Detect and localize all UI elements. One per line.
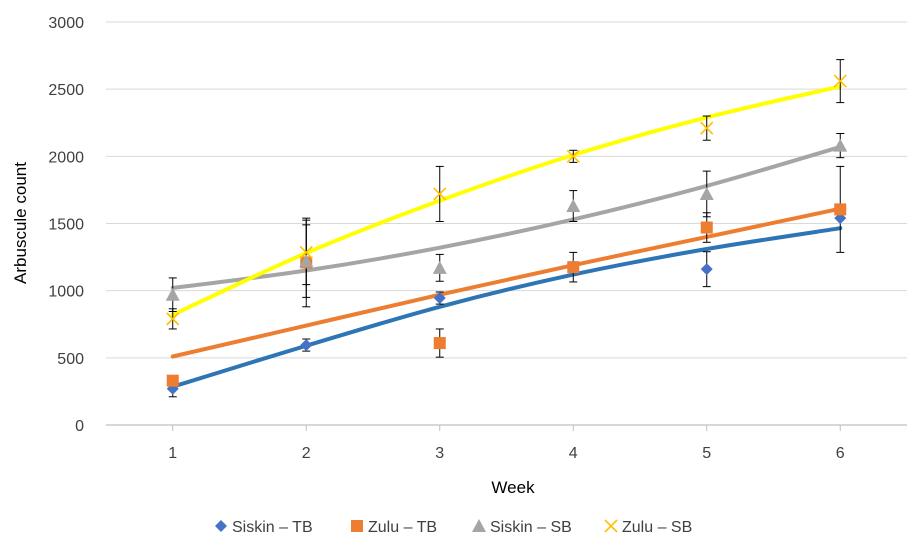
point-diamond bbox=[300, 339, 313, 352]
point-triangle bbox=[299, 254, 314, 268]
point-triangle bbox=[833, 138, 848, 152]
legend-marker-square bbox=[351, 520, 363, 532]
trendline-2 bbox=[170, 144, 843, 290]
legend-item: Siskin – SB bbox=[472, 519, 572, 536]
point-x bbox=[700, 121, 714, 135]
x-axis-title: Week bbox=[491, 478, 535, 497]
x-tick-label: 2 bbox=[302, 445, 311, 462]
y-tick-label: 2500 bbox=[48, 82, 84, 99]
y-tick-label: 1500 bbox=[48, 217, 84, 234]
point-x bbox=[433, 187, 447, 201]
trendlines bbox=[170, 84, 843, 389]
trendline-0 bbox=[170, 226, 843, 389]
data-points bbox=[165, 74, 848, 395]
point-triangle bbox=[699, 186, 714, 200]
legend: Siskin – TB Zulu – TB Siskin – SB Zulu – SB bbox=[215, 519, 692, 536]
point-diamond bbox=[433, 292, 446, 305]
y-axis-ticks: 0 500 1000 1500 2000 2500 3000 bbox=[48, 15, 84, 435]
legend-item: Zulu – SB bbox=[604, 519, 692, 536]
x-tick-label: 5 bbox=[702, 445, 711, 462]
y-axis-title: Arbuscule count bbox=[11, 162, 30, 284]
y-tick-label: 0 bbox=[75, 418, 84, 435]
gridlines bbox=[106, 21, 907, 359]
x-tick-label: 3 bbox=[435, 445, 444, 462]
y-tick-label: 3000 bbox=[48, 15, 84, 32]
legend-marker-triangle bbox=[472, 519, 486, 532]
point-x bbox=[566, 149, 580, 163]
trendline-1 bbox=[170, 206, 843, 359]
legend-label: Zulu – TB bbox=[368, 519, 437, 536]
legend-label: Zulu – SB bbox=[622, 519, 692, 536]
x-axis-ticks: 1 2 3 4 5 6 bbox=[168, 425, 845, 462]
legend-label: Siskin – TB bbox=[232, 519, 313, 536]
point-x bbox=[166, 312, 180, 326]
point-diamond bbox=[700, 263, 713, 276]
legend-label: Siskin – SB bbox=[490, 519, 572, 536]
point-x bbox=[833, 74, 847, 88]
point-square bbox=[834, 203, 847, 216]
x-tick-label: 1 bbox=[168, 445, 177, 462]
point-square bbox=[166, 374, 179, 387]
legend-item: Zulu – TB bbox=[351, 519, 437, 536]
point-triangle bbox=[432, 260, 447, 274]
point-square bbox=[700, 221, 713, 234]
y-tick-label: 500 bbox=[57, 351, 84, 368]
point-triangle bbox=[566, 199, 581, 213]
legend-marker-x bbox=[604, 519, 618, 533]
point-square bbox=[433, 337, 446, 350]
y-tick-label: 1000 bbox=[48, 284, 84, 301]
point-x bbox=[299, 245, 313, 259]
legend-marker-diamond bbox=[215, 520, 227, 532]
point-square bbox=[567, 261, 580, 274]
x-tick-label: 4 bbox=[569, 445, 578, 462]
x-tick-label: 6 bbox=[836, 445, 845, 462]
y-tick-label: 2000 bbox=[48, 149, 84, 166]
legend-item: Siskin – TB bbox=[215, 519, 313, 536]
point-triangle bbox=[165, 287, 180, 301]
trendline-3 bbox=[170, 84, 843, 317]
